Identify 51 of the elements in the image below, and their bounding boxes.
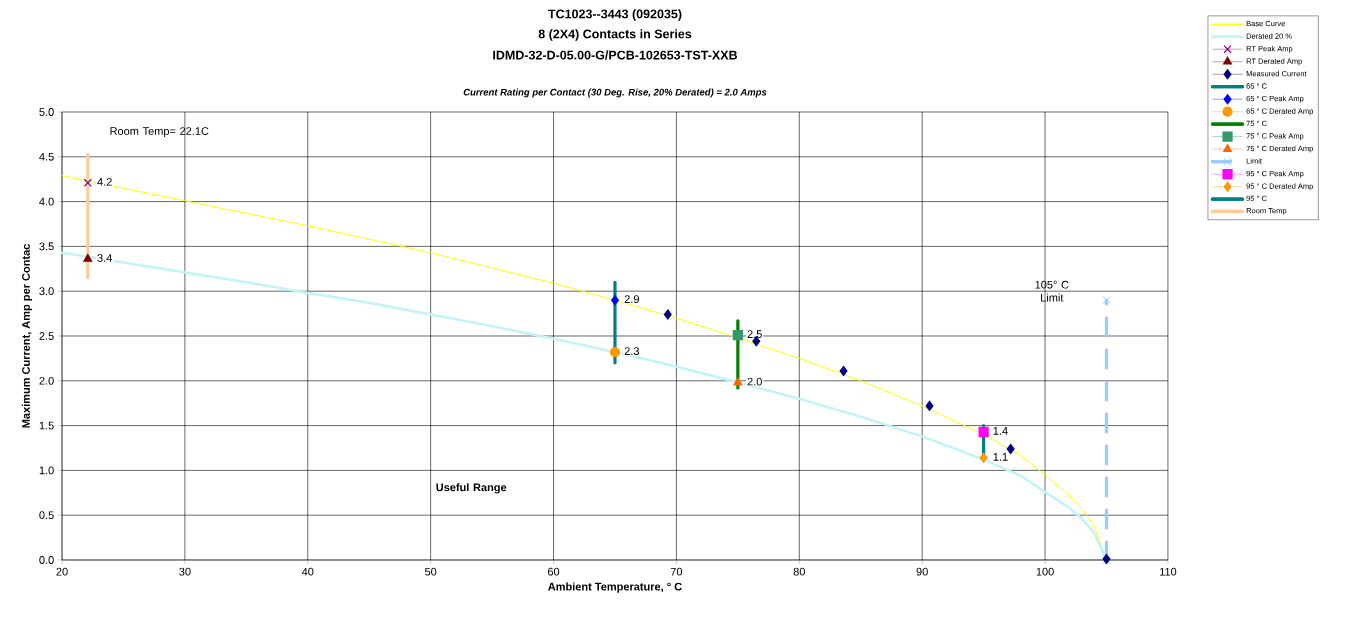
x-tick-label: 60 bbox=[547, 567, 560, 576]
x-axis-title: Ambient Temperature, ° C bbox=[548, 582, 682, 593]
point bbox=[732, 329, 743, 341]
text: TC1023--3443 (092035) bbox=[548, 9, 682, 21]
data-label: 3.4 bbox=[97, 254, 112, 262]
data-label: 2.3 bbox=[624, 347, 639, 356]
data-label: 2.9 bbox=[624, 295, 639, 304]
annotation: Useful Range bbox=[436, 483, 507, 494]
point bbox=[1006, 443, 1015, 454]
x-tick-label: 80 bbox=[793, 567, 805, 576]
data-label: 2.5 bbox=[747, 330, 762, 338]
y-tick-label: 0.0 bbox=[39, 556, 54, 564]
y-tick-label: 4.0 bbox=[39, 197, 54, 206]
y-tick-label: 3.5 bbox=[39, 242, 54, 251]
x-tick-label: 30 bbox=[179, 567, 191, 576]
chart-subtitle: Current Rating per Contact (30 Deg. Rise, 20% Derated) = 2.0 Amps bbox=[463, 88, 767, 98]
point bbox=[1102, 296, 1111, 305]
y-tick-label: 3.0 bbox=[39, 287, 54, 296]
text: 8 (2X4) Contacts in Series bbox=[538, 29, 692, 41]
y-tick-label: 2.0 bbox=[39, 376, 54, 385]
x-tick-label: 100 bbox=[1036, 567, 1054, 576]
y-tick-label: 1.0 bbox=[39, 466, 54, 475]
point bbox=[611, 295, 619, 306]
point bbox=[978, 426, 989, 437]
x-tick-label: 20 bbox=[56, 567, 68, 576]
y-axis-title: Maximum Current, Amp per Contac bbox=[21, 244, 33, 428]
x-tick-label: 70 bbox=[670, 567, 683, 576]
point bbox=[83, 178, 92, 187]
data-label: 2.0 bbox=[747, 377, 762, 386]
annotation: Room Temp= 22.1C bbox=[110, 127, 209, 138]
data-label: 4.2 bbox=[97, 177, 112, 186]
data-label: 1.1 bbox=[993, 453, 1008, 461]
x-tick-label: 50 bbox=[424, 567, 437, 576]
y-tick-label: 5.0 bbox=[39, 108, 54, 116]
point bbox=[663, 309, 672, 320]
y-tick-label: 1.5 bbox=[39, 421, 54, 430]
x-tick-label: 90 bbox=[916, 567, 928, 576]
y-tick-label: 2.5 bbox=[39, 332, 54, 340]
y-tick-label: 0.5 bbox=[39, 511, 54, 520]
point bbox=[733, 377, 743, 386]
point bbox=[925, 400, 934, 411]
annotation: 105° C Limit bbox=[1035, 280, 1069, 302]
point bbox=[609, 347, 621, 358]
text: IDMD-32-D-05.00-G/PCB-102653-TST-XXB bbox=[493, 50, 738, 60]
x-tick-label: 110 bbox=[1159, 567, 1177, 576]
y-tick-label: 4.5 bbox=[39, 152, 54, 161]
point bbox=[979, 452, 988, 463]
point bbox=[839, 365, 848, 377]
data-label: 1.4 bbox=[993, 427, 1008, 435]
x-tick-label: 40 bbox=[301, 567, 314, 576]
point bbox=[83, 253, 93, 262]
